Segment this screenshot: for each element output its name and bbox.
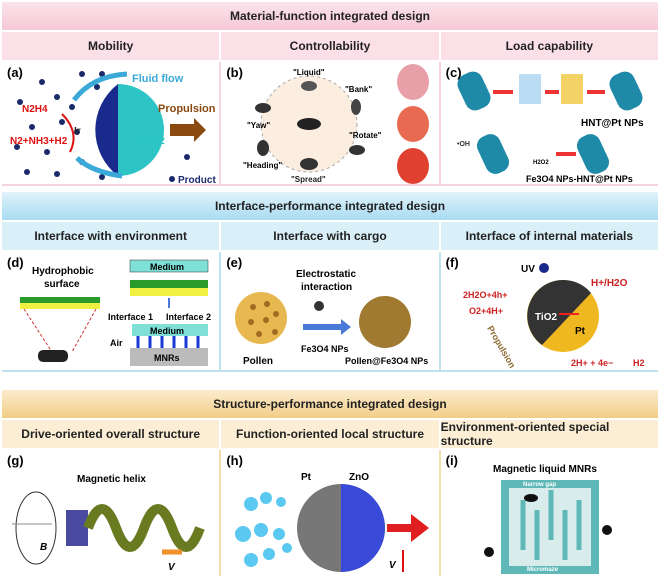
pt-zno-illustration: Pt ZnO V [235,472,430,572]
figure-text: B [40,542,47,553]
column-title: Interface with environment [2,222,220,250]
controllability-illustration: "Liquid" "Bank" "Yaw" "Rotate" "Heading"… [243,64,430,184]
magnetic-helix-illustration: Magnetic helix B V [12,474,205,573]
column-title: Interface of internal materials [440,222,658,250]
figure-text: Magnetic helix [77,474,146,485]
panel-b-controllability: "Liquid" "Bank" "Yaw" "Rotate" "Heading"… [221,62,439,184]
panel-e-cargo: Electrostatic interaction Fe3O4 NPs Poll… [221,252,439,370]
figure-text: H+/H2O [591,278,628,289]
figure-text: ZnO [349,472,369,483]
section-title: Structure-performance integrated design [2,390,658,418]
column-title: Function-oriented local structure [221,420,439,448]
internal-materials-illustration: UV H+/H2O 2H2O+4h+ O2+4H+ TiO2 Pt Propul… [463,263,645,370]
panel-label: (i) [445,453,458,468]
figure-text: Pollen [243,356,273,367]
figure-text: SiO2 [142,136,165,147]
figure-text: O2+4H+ [469,306,503,316]
figure-text: HNT@Pt NPs [581,118,644,129]
section-material-function: Material-function integrated design Mobi… [2,2,658,186]
panel-label: (c) [445,65,462,80]
figure-text: Interface 2 [166,312,211,322]
figure-text: Fluid flow [132,73,184,85]
panel-label: (h) [226,453,243,468]
panel-i-environment-structure: Magnetic liquid MNRs Narrow gap Micromaz… [440,450,658,576]
spread-label: "Spread" [291,175,326,184]
figure-text: 2H2O+4h+ [463,290,508,300]
panel-label: (b) [226,65,243,80]
section-title: Interface-performance integrated design [2,192,658,220]
figure-text: "Liquid" [293,68,325,77]
panel-c-load-capability: HNT@Pt NPs •OH H2O2 Fe3O4 NPs-HNT@Pt NPs… [440,62,658,184]
figure-text: Fe3O4 NPs [301,344,349,354]
figure-text: Pollen@Fe3O4 NPs [345,356,428,366]
figure-text: Propulsion [485,324,517,370]
figure-text: H2 [633,358,645,368]
figure-text: Ir [74,126,81,137]
figure-text: V [168,562,176,573]
figure-text: UV [521,264,535,275]
figure-text: Air [110,338,123,348]
figure-text: surface [44,279,80,290]
panel-g-drive: Magnetic helix B V (g) [2,450,220,576]
section-structure-performance: Structure-performance integrated design … [2,390,658,576]
figure-text: Medium [150,262,184,272]
panel-a-mobility: Fluid flow N2H4 Ir N2+NH3+H2 SiO2 Propul… [2,62,220,184]
figure-text: Electrostatic [296,269,356,280]
column-title: Controllability [221,32,439,60]
figure-text: N2+NH3+H2 [10,136,68,147]
figure-text: Product [178,175,216,184]
section-interface-performance: Interface-performance integrated design … [2,192,658,372]
column-title: Load capability [440,32,658,60]
panel-label: (g) [7,453,24,468]
figure-text: H2O2 [533,160,549,166]
column-title: Mobility [2,32,220,60]
figure-text: interaction [301,282,352,293]
figure-text: Narrow gap [523,482,556,488]
cargo-illustration: Electrostatic interaction Fe3O4 NPs Poll… [235,269,429,367]
micromaze-illustration: Magnetic liquid MNRs Narrow gap Micromaz… [483,464,612,574]
panel-d-environment: Hydrophobic surface Medium Interface 1 I… [2,252,220,370]
load-capability-illustration: HNT@Pt NPs •OH H2O2 Fe3O4 NPs-HNT@Pt NPs [457,71,644,184]
figure-text: Interface 1 [108,312,153,322]
environment-illustration: Hydrophobic surface Medium Interface 1 I… [20,259,211,366]
panel-label: (e) [226,255,243,270]
figure-text: Medium [150,326,184,336]
column-title: Interface with cargo [221,222,439,250]
figure-text: 2H+ + 4e− [571,358,613,368]
figure-text: Hydrophobic [32,266,94,277]
section-title: Material-function integrated design [2,2,658,30]
panel-label: (f) [445,255,459,270]
figure-text: Propulsion [158,103,216,115]
figure-text: Micromaze [527,567,559,573]
mobility-illustration: Fluid flow N2H4 Ir N2+NH3+H2 SiO2 Propul… [10,71,216,184]
figure-text: Pt [575,326,586,337]
panel-f-internal: UV H+/H2O 2H2O+4h+ O2+4H+ TiO2 Pt Propul… [440,252,658,370]
column-title: Drive-oriented overall structure [2,420,220,448]
figure-text: Fe3O4 NPs-HNT@Pt NPs [526,174,633,184]
panel-h-function: Pt ZnO V (h) [221,450,439,576]
figure-text: "Yaw" [247,121,270,130]
figure-text: "Heading" [243,161,282,170]
figure-text: Magnetic liquid MNRs [493,464,597,475]
figure-text: "Bank" [345,85,372,94]
column-title: Environment-oriented special structure [440,420,658,448]
figure-text: N2H4 [22,104,48,115]
figure-text: •OH [457,141,470,148]
figure-text: TiO2 [535,312,557,323]
panel-label: (d) [7,255,24,270]
panel-label: (a) [7,65,23,80]
figure-text: MNRs [154,353,180,363]
figure-text: Pt [301,472,312,483]
figure-text: V [389,560,397,571]
figure-text: "Rotate" [349,131,382,140]
